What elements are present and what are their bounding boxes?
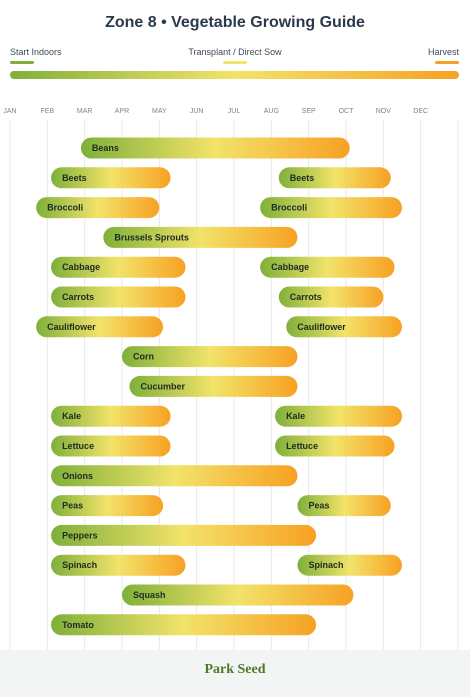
page-title: Zone 8 • Vegetable Growing Guide <box>105 14 365 31</box>
bar-beans-1 <box>80 137 350 159</box>
month-label-jan: JAN <box>3 108 16 115</box>
bar-label-lettuce-2: Lettuce <box>286 441 318 451</box>
legend-start-swatch <box>10 61 34 64</box>
bar-peppers-1 <box>51 524 317 546</box>
bar-peas-2 <box>297 495 391 517</box>
month-label-aug: AUG <box>264 108 279 115</box>
bar-label-tomato-1: Tomato <box>62 620 94 630</box>
bar-label-broccoli-1: Broccoli <box>47 203 83 213</box>
bar-label-broccoli-2: Broccoli <box>271 203 307 213</box>
month-label-jun: JUN <box>190 108 204 115</box>
bar-label-peas-2: Peas <box>308 501 329 511</box>
bar-spinach-1 <box>51 554 186 576</box>
bar-label-cauliflower-1: Cauliflower <box>47 322 96 332</box>
legend-harvest-swatch <box>435 61 459 64</box>
month-label-jul: JUL <box>228 108 241 115</box>
bar-broccoli-2 <box>260 197 402 219</box>
bar-cauliflower-1 <box>36 316 164 338</box>
bar-kale-2 <box>275 405 402 427</box>
bar-label-peppers-1: Peppers <box>62 530 98 540</box>
bar-beets-2 <box>278 167 391 189</box>
bar-cabbage-1 <box>51 256 186 278</box>
bar-label-onions-1: Onions <box>62 471 93 481</box>
bar-label-cauliflower-2: Cauliflower <box>297 322 346 332</box>
footer <box>0 650 470 697</box>
bar-label-lettuce-1: Lettuce <box>62 441 94 451</box>
bar-label-spinach-2: Spinach <box>308 560 343 570</box>
bar-label-beets-2: Beets <box>290 173 315 183</box>
bar-squash-1 <box>122 584 354 606</box>
month-label-nov: NOV <box>376 108 392 115</box>
bar-label-cabbage-1: Cabbage <box>62 262 100 272</box>
month-label-dec: DEC <box>413 108 428 115</box>
bar-label-corn-1: Corn <box>133 352 154 362</box>
legend-harvest-label: Harvest <box>427 47 459 57</box>
bar-label-brussels-sprouts-1: Brussels Sprouts <box>114 232 189 242</box>
month-label-sep: SEP <box>302 108 316 115</box>
month-axis: JAN FEB MAR APR MAY JUN JUL AUG SEP OCT NOV DEC <box>3 108 428 115</box>
bar-tomato-1 <box>51 614 317 636</box>
park-seed-logo: Park Seed <box>204 662 266 677</box>
bar-corn-1 <box>122 346 298 368</box>
bar-broccoli-1 <box>36 197 160 219</box>
legend-transplant-label: Transplant / Direct Sow <box>188 47 282 57</box>
legend-start-label: Start Indoors <box>10 47 62 57</box>
bar-carrots-2 <box>278 286 384 308</box>
bar-label-cabbage-2: Cabbage <box>271 262 309 272</box>
bar-cucumber-1 <box>129 375 298 397</box>
bar-cauliflower-2 <box>286 316 402 338</box>
bar-lettuce-2 <box>275 435 395 457</box>
month-label-oct: OCT <box>339 108 355 115</box>
bar-label-kale-2: Kale <box>286 411 305 421</box>
bar-label-cucumber-1: Cucumber <box>140 381 185 391</box>
bar-label-kale-1: Kale <box>62 411 81 421</box>
bar-onions-1 <box>51 465 298 487</box>
bar-label-carrots-1: Carrots <box>62 292 94 302</box>
bar-kale-1 <box>51 405 171 427</box>
month-label-may: MAY <box>152 108 167 115</box>
bar-label-spinach-1: Spinach <box>62 560 97 570</box>
bar-label-squash-1: Squash <box>133 590 166 600</box>
bars: Beans Beets Beets Broccoli Broccoli Brussels … <box>36 137 402 636</box>
bar-label-carrots-2: Carrots <box>290 292 322 302</box>
bar-cabbage-2 <box>260 256 395 278</box>
bar-brussels-sprouts-1 <box>103 226 298 248</box>
bar-label-beets-1: Beets <box>62 173 87 183</box>
bar-label-beans-1: Beans <box>92 143 119 153</box>
month-label-mar: MAR <box>77 108 93 115</box>
legend-transplant-swatch <box>223 61 247 64</box>
month-label-apr: APR <box>115 108 129 115</box>
bar-spinach-2 <box>297 554 402 576</box>
bar-peas-1 <box>51 495 164 517</box>
growing-chart: JAN FEB MAR APR MAY JUN JUL AUG SEP OCT NOV DEC Bea… <box>3 108 459 655</box>
bar-beets-1 <box>51 167 171 189</box>
bar-label-peas-1: Peas <box>62 501 83 511</box>
bar-carrots-1 <box>51 286 186 308</box>
bar-lettuce-1 <box>51 435 171 457</box>
legend-gradient-bar <box>10 71 459 79</box>
month-label-feb: FEB <box>41 108 55 115</box>
